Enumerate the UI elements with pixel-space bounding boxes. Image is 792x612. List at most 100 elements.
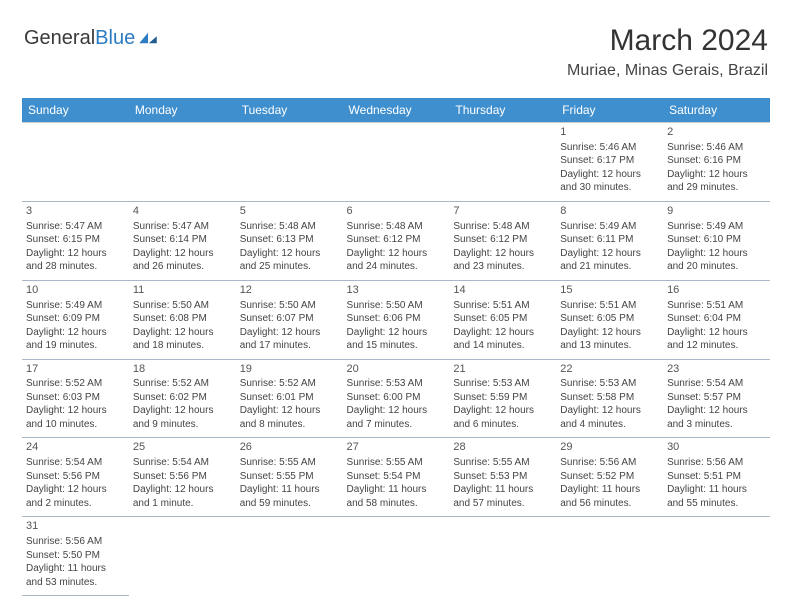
calendar-cell: 12Sunrise: 5:50 AMSunset: 6:07 PMDayligh… [236, 280, 343, 359]
sunset-text: Sunset: 6:08 PM [133, 312, 232, 326]
calendar-cell: 22Sunrise: 5:53 AMSunset: 5:58 PMDayligh… [556, 359, 663, 438]
calendar-cell: 30Sunrise: 5:56 AMSunset: 5:51 PMDayligh… [663, 438, 770, 517]
daylight-text: Daylight: 12 hours and 17 minutes. [240, 326, 339, 353]
sunrise-text: Sunrise: 5:55 AM [453, 456, 552, 470]
weekday-header: Saturday [663, 98, 770, 123]
calendar-cell: 2Sunrise: 5:46 AMSunset: 6:16 PMDaylight… [663, 123, 770, 202]
day-number: 27 [347, 440, 446, 455]
calendar-cell: 28Sunrise: 5:55 AMSunset: 5:53 PMDayligh… [449, 438, 556, 517]
sunrise-text: Sunrise: 5:54 AM [26, 456, 125, 470]
daylight-text: Daylight: 12 hours and 23 minutes. [453, 247, 552, 274]
sunrise-text: Sunrise: 5:47 AM [133, 220, 232, 234]
logo-text: GeneralBlue [24, 28, 135, 48]
calendar-cell: 6Sunrise: 5:48 AMSunset: 6:12 PMDaylight… [343, 201, 450, 280]
day-number: 22 [560, 362, 659, 377]
weekday-header: Friday [556, 98, 663, 123]
sunrise-text: Sunrise: 5:56 AM [26, 535, 125, 549]
calendar-cell: 15Sunrise: 5:51 AMSunset: 6:05 PMDayligh… [556, 280, 663, 359]
logo-general: General [24, 27, 95, 49]
day-number: 1 [560, 125, 659, 140]
day-number: 23 [667, 362, 766, 377]
calendar-cell: 4Sunrise: 5:47 AMSunset: 6:14 PMDaylight… [129, 201, 236, 280]
sunrise-text: Sunrise: 5:48 AM [347, 220, 446, 234]
sunset-text: Sunset: 6:12 PM [347, 233, 446, 247]
weekday-header-row: Sunday Monday Tuesday Wednesday Thursday… [22, 98, 770, 123]
calendar-cell [449, 517, 556, 596]
day-number: 26 [240, 440, 339, 455]
sunset-text: Sunset: 6:13 PM [240, 233, 339, 247]
calendar-cell: 11Sunrise: 5:50 AMSunset: 6:08 PMDayligh… [129, 280, 236, 359]
sunrise-text: Sunrise: 5:50 AM [240, 299, 339, 313]
calendar-cell: 24Sunrise: 5:54 AMSunset: 5:56 PMDayligh… [22, 438, 129, 517]
daylight-text: Daylight: 12 hours and 12 minutes. [667, 326, 766, 353]
sunset-text: Sunset: 6:14 PM [133, 233, 232, 247]
sunrise-text: Sunrise: 5:51 AM [560, 299, 659, 313]
sunset-text: Sunset: 6:17 PM [560, 154, 659, 168]
daylight-text: Daylight: 12 hours and 3 minutes. [667, 404, 766, 431]
daylight-text: Daylight: 11 hours and 57 minutes. [453, 483, 552, 510]
sunrise-text: Sunrise: 5:52 AM [26, 377, 125, 391]
daylight-text: Daylight: 11 hours and 53 minutes. [26, 562, 125, 589]
calendar-week: 1Sunrise: 5:46 AMSunset: 6:17 PMDaylight… [22, 123, 770, 202]
weekday-header: Wednesday [343, 98, 450, 123]
daylight-text: Daylight: 11 hours and 59 minutes. [240, 483, 339, 510]
calendar-cell [236, 517, 343, 596]
daylight-text: Daylight: 12 hours and 1 minute. [133, 483, 232, 510]
calendar-cell: 13Sunrise: 5:50 AMSunset: 6:06 PMDayligh… [343, 280, 450, 359]
sunrise-text: Sunrise: 5:53 AM [453, 377, 552, 391]
sunrise-text: Sunrise: 5:48 AM [453, 220, 552, 234]
day-number: 11 [133, 283, 232, 298]
sunset-text: Sunset: 6:04 PM [667, 312, 766, 326]
sunrise-text: Sunrise: 5:55 AM [240, 456, 339, 470]
calendar-week: 10Sunrise: 5:49 AMSunset: 6:09 PMDayligh… [22, 280, 770, 359]
sunset-text: Sunset: 6:16 PM [667, 154, 766, 168]
day-number: 2 [667, 125, 766, 140]
calendar-week: 17Sunrise: 5:52 AMSunset: 6:03 PMDayligh… [22, 359, 770, 438]
weekday-header: Monday [129, 98, 236, 123]
day-number: 8 [560, 204, 659, 219]
calendar-cell: 8Sunrise: 5:49 AMSunset: 6:11 PMDaylight… [556, 201, 663, 280]
sunrise-text: Sunrise: 5:55 AM [347, 456, 446, 470]
day-number: 15 [560, 283, 659, 298]
calendar-cell: 16Sunrise: 5:51 AMSunset: 6:04 PMDayligh… [663, 280, 770, 359]
weekday-header: Thursday [449, 98, 556, 123]
sunrise-text: Sunrise: 5:50 AM [347, 299, 446, 313]
daylight-text: Daylight: 12 hours and 7 minutes. [347, 404, 446, 431]
sunset-text: Sunset: 6:09 PM [26, 312, 125, 326]
sunset-text: Sunset: 6:15 PM [26, 233, 125, 247]
day-number: 28 [453, 440, 552, 455]
weekday-header: Tuesday [236, 98, 343, 123]
sunrise-text: Sunrise: 5:54 AM [133, 456, 232, 470]
sunrise-text: Sunrise: 5:46 AM [560, 141, 659, 155]
sunrise-text: Sunrise: 5:51 AM [453, 299, 552, 313]
calendar-cell: 26Sunrise: 5:55 AMSunset: 5:55 PMDayligh… [236, 438, 343, 517]
day-number: 5 [240, 204, 339, 219]
sunset-text: Sunset: 5:51 PM [667, 470, 766, 484]
daylight-text: Daylight: 12 hours and 25 minutes. [240, 247, 339, 274]
sunrise-text: Sunrise: 5:46 AM [667, 141, 766, 155]
daylight-text: Daylight: 12 hours and 20 minutes. [667, 247, 766, 274]
calendar-cell [343, 123, 450, 202]
day-number: 4 [133, 204, 232, 219]
calendar-cell [129, 517, 236, 596]
sunset-text: Sunset: 6:11 PM [560, 233, 659, 247]
calendar-week: 31Sunrise: 5:56 AMSunset: 5:50 PMDayligh… [22, 517, 770, 596]
day-number: 19 [240, 362, 339, 377]
calendar-cell: 31Sunrise: 5:56 AMSunset: 5:50 PMDayligh… [22, 517, 129, 596]
sunset-text: Sunset: 5:58 PM [560, 391, 659, 405]
calendar-cell [663, 517, 770, 596]
calendar-week: 24Sunrise: 5:54 AMSunset: 5:56 PMDayligh… [22, 438, 770, 517]
sunset-text: Sunset: 6:05 PM [453, 312, 552, 326]
sunset-text: Sunset: 6:01 PM [240, 391, 339, 405]
sunset-text: Sunset: 6:05 PM [560, 312, 659, 326]
calendar-cell: 25Sunrise: 5:54 AMSunset: 5:56 PMDayligh… [129, 438, 236, 517]
daylight-text: Daylight: 12 hours and 26 minutes. [133, 247, 232, 274]
calendar-cell [343, 517, 450, 596]
sunset-text: Sunset: 5:56 PM [133, 470, 232, 484]
sunset-text: Sunset: 6:06 PM [347, 312, 446, 326]
calendar-cell: 29Sunrise: 5:56 AMSunset: 5:52 PMDayligh… [556, 438, 663, 517]
daylight-text: Daylight: 12 hours and 21 minutes. [560, 247, 659, 274]
day-number: 20 [347, 362, 446, 377]
sunset-text: Sunset: 5:53 PM [453, 470, 552, 484]
calendar-cell: 27Sunrise: 5:55 AMSunset: 5:54 PMDayligh… [343, 438, 450, 517]
